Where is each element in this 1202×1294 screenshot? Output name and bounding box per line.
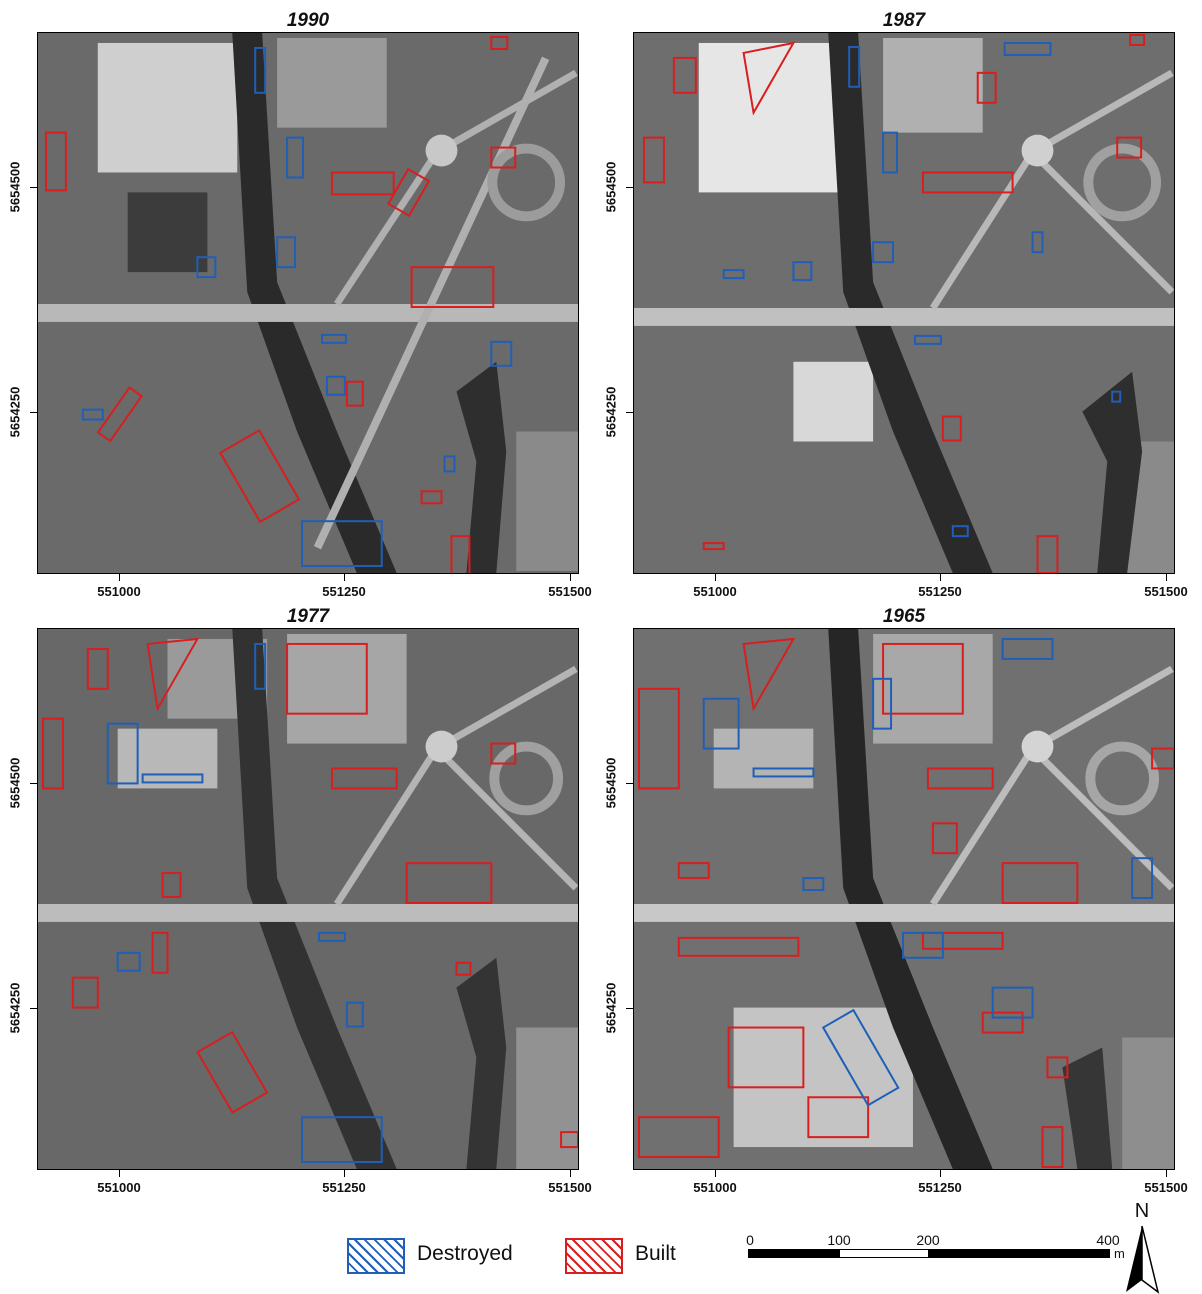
map-panel-1987: 1987 bbox=[604, 10, 1188, 599]
aerial-photo bbox=[37, 32, 579, 574]
x-tick-label: 551250 bbox=[918, 584, 962, 599]
x-tick-label: 551500 bbox=[548, 584, 592, 599]
y-tick-label: 5654500 bbox=[603, 757, 619, 809]
y-tick-label: 5654250 bbox=[7, 982, 23, 1034]
y-tick-label: 5654250 bbox=[603, 386, 619, 438]
x-tick-label: 551000 bbox=[97, 1180, 141, 1195]
map-panel-1990: 1990 bbox=[8, 10, 592, 599]
scale-label: 100 bbox=[827, 1232, 851, 1248]
panel-title: 1977 bbox=[286, 606, 330, 627]
x-tick-label: 551500 bbox=[1144, 1180, 1188, 1195]
x-tick-label: 551500 bbox=[548, 1180, 592, 1195]
y-tick-label: 5654250 bbox=[603, 982, 619, 1034]
panel-title: 1965 bbox=[882, 606, 926, 627]
y-tick-label: 5654500 bbox=[7, 757, 23, 809]
panel-title: 1987 bbox=[882, 10, 926, 31]
map-panel-1977: 1977 bbox=[8, 606, 592, 1195]
x-tick-label: 551250 bbox=[322, 584, 366, 599]
legend-built-label: Built bbox=[635, 1242, 676, 1265]
y-tick-label: 5654500 bbox=[603, 161, 619, 213]
scale-segment bbox=[748, 1249, 840, 1258]
north-arrow: N bbox=[1120, 1200, 1170, 1294]
scale-label: 200 bbox=[916, 1232, 940, 1248]
map-panel-1965: 1965 bbox=[604, 606, 1188, 1195]
x-tick-label: 551250 bbox=[918, 1180, 962, 1195]
x-tick-label: 551500 bbox=[1144, 584, 1188, 599]
x-tick-label: 551000 bbox=[97, 584, 141, 599]
built-swatch bbox=[565, 1238, 623, 1274]
scale-unit: m bbox=[1114, 1246, 1125, 1261]
aerial-photo bbox=[37, 628, 579, 1170]
x-tick-label: 551250 bbox=[322, 1180, 366, 1195]
scale-label: 400 bbox=[1096, 1232, 1120, 1248]
aerial-photo bbox=[633, 32, 1175, 574]
scale-segment bbox=[839, 1249, 929, 1258]
x-tick-label: 551000 bbox=[693, 584, 737, 599]
scale-bar: 0 100 200 400 m bbox=[746, 1232, 1128, 1272]
north-arrow-icon bbox=[1126, 1225, 1160, 1294]
panel-title: 1990 bbox=[286, 10, 330, 31]
north-label: N bbox=[1134, 1200, 1150, 1222]
y-tick-label: 5654500 bbox=[7, 161, 23, 213]
x-tick-label: 551000 bbox=[693, 1180, 737, 1195]
aerial-photo bbox=[633, 628, 1175, 1170]
scale-segment bbox=[928, 1249, 1110, 1258]
scale-label: 0 bbox=[746, 1232, 754, 1248]
y-tick-label: 5654250 bbox=[7, 386, 23, 438]
legend-destroyed-label: Destroyed bbox=[417, 1242, 513, 1265]
destroyed-swatch bbox=[347, 1238, 405, 1274]
